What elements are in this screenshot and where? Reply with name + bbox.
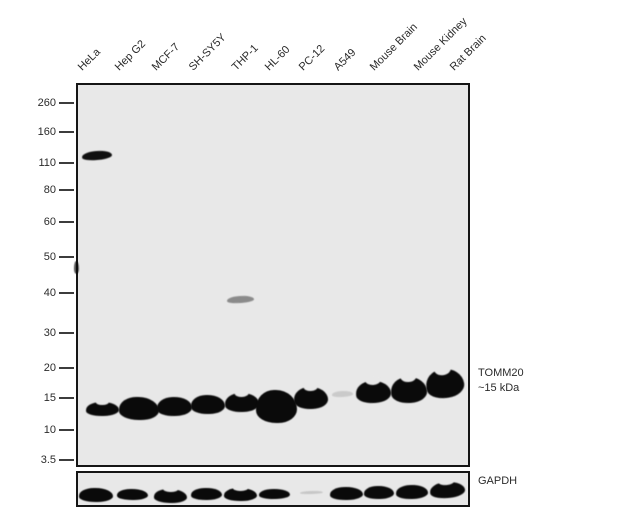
gapdh-band <box>190 487 223 501</box>
band-notch <box>438 477 455 487</box>
mw-marker-label: 40 <box>43 287 56 299</box>
band-notch <box>432 361 453 377</box>
mw-marker-tick <box>59 367 74 369</box>
mw-marker: 50 <box>16 250 74 264</box>
lane-label: MCF-7 <box>149 41 183 74</box>
mw-marker: 10 <box>16 423 74 437</box>
mw-marker: 80 <box>16 183 74 197</box>
lane-label: Hep G2 <box>112 37 149 74</box>
mw-marker-tick <box>59 256 74 258</box>
gapdh-band <box>224 484 257 501</box>
tomm20-band <box>224 388 260 413</box>
mw-marker-tick <box>59 332 74 334</box>
band-notch <box>233 484 248 491</box>
mw-marker-label: 260 <box>37 97 56 109</box>
tomm20-band <box>256 390 297 423</box>
mw-marker-label: 15 <box>43 392 56 404</box>
tomm20-band <box>118 396 160 421</box>
tomm20-band <box>190 394 226 415</box>
mw-marker: 60 <box>16 215 74 229</box>
mw-marker: 110 <box>16 156 74 170</box>
mw-marker: 20 <box>16 361 74 375</box>
mw-marker-tick <box>59 397 74 399</box>
mw-marker-tick <box>59 131 74 133</box>
mw-marker-label: 10 <box>43 424 56 436</box>
gapdh-band <box>329 486 364 501</box>
gapdh-band <box>258 488 291 500</box>
tomm20-band <box>156 396 193 417</box>
band-notch <box>364 375 381 386</box>
gapdh-band <box>79 488 113 502</box>
gapdh-band <box>363 485 395 500</box>
mw-marker-tick <box>59 102 74 104</box>
mw-marker-tick <box>59 292 74 294</box>
lane-label: A549 <box>331 46 359 74</box>
mw-marker-tick <box>59 459 74 461</box>
mw-marker-label: 30 <box>43 327 56 339</box>
mw-marker-label: 80 <box>43 184 56 196</box>
mw-marker-tick <box>59 162 74 164</box>
band-notch <box>95 399 110 405</box>
mw-marker: 15 <box>16 391 74 405</box>
lane-label: THP-1 <box>229 42 261 74</box>
mw-marker-tick <box>59 429 74 431</box>
lane-label: HL-60 <box>262 43 293 74</box>
mw-marker-tick <box>59 189 74 191</box>
nonspecific-band <box>74 261 79 274</box>
mw-marker: 3.5 <box>16 453 74 467</box>
target-annotation: TOMM20 ~15 kDa <box>478 366 524 396</box>
lane-label: SH-SY5Y <box>186 31 229 74</box>
mw-marker-label: 160 <box>37 126 56 138</box>
mw-marker: 40 <box>16 286 74 300</box>
band-notch <box>163 485 178 492</box>
mw-marker: 30 <box>16 326 74 340</box>
mw-marker-label: 3.5 <box>40 454 56 466</box>
mw-marker-label: 110 <box>38 157 56 169</box>
mw-marker-label: 20 <box>43 362 56 374</box>
control-annotation: GAPDH <box>478 475 518 487</box>
mw-marker: 260 <box>16 96 74 110</box>
target-size: ~15 kDa <box>478 382 520 394</box>
lane-label: HeLa <box>75 46 103 74</box>
target-name: TOMM20 <box>478 367 524 379</box>
mw-marker-tick <box>59 221 74 223</box>
mw-marker-label: 60 <box>43 216 56 228</box>
mw-marker: 160 <box>16 125 74 139</box>
band-notch <box>400 370 417 383</box>
band-notch <box>302 382 319 392</box>
band-notch <box>234 388 250 398</box>
lane-label: PC-12 <box>296 42 328 74</box>
gapdh-band <box>117 489 148 500</box>
mw-marker-label: 50 <box>43 251 56 263</box>
tomm20-band <box>85 399 120 417</box>
tomm20-band <box>293 382 329 410</box>
gapdh-band <box>153 485 188 504</box>
